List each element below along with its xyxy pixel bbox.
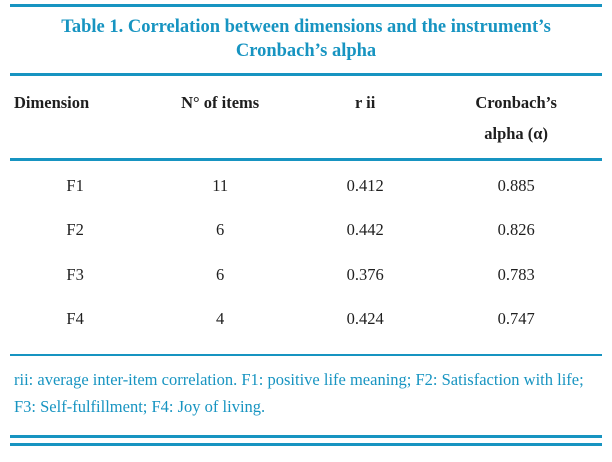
table-row: F2 6 0.442 0.826: [10, 208, 602, 253]
header-cronbach-alpha: Cronbach’s alpha (α): [430, 76, 602, 159]
cell-alpha: 0.783: [497, 264, 535, 284]
cell-alpha: 0.826: [497, 220, 535, 240]
table-body: F1 11 0.412 0.885 F2 6 0.442 0.826 F3 6 …: [10, 159, 602, 342]
table-header: Dimension N° of items r ii Cronbach’s al…: [10, 76, 602, 159]
table-1-figure: Table 1. Correlation between dimensions …: [10, 4, 602, 447]
cell-alpha: 0.747: [497, 309, 535, 329]
table-footnote: rii: average inter-item correlation. F1:…: [14, 370, 584, 416]
table-row: F1 11 0.412 0.885: [10, 159, 602, 208]
cell-n-items: 4: [216, 309, 225, 329]
cell-alpha: 0.885: [497, 175, 535, 195]
header-dimension: Dimension: [14, 92, 90, 112]
cell-dimension: F2: [66, 220, 84, 240]
cell-rii: 0.376: [346, 264, 384, 284]
table-title: Table 1. Correlation between dimensions …: [61, 17, 551, 62]
table-header-row: Dimension N° of items r ii Cronbach’s al…: [10, 76, 602, 159]
table-row: F4 4 0.424 0.747: [10, 297, 602, 342]
cell-n-items: 11: [212, 175, 229, 195]
cell-rii: 0.412: [346, 175, 384, 195]
cell-n-items: 6: [216, 220, 225, 240]
header-rii: r ii: [355, 92, 376, 112]
cell-rii: 0.442: [346, 220, 384, 240]
bottom-rule-2: [10, 443, 602, 447]
top-rule: [10, 4, 602, 7]
table-row: F3 6 0.376 0.783: [10, 253, 602, 298]
cell-dimension: F3: [66, 264, 84, 284]
cell-n-items: 6: [216, 264, 225, 284]
header-cronbach-alpha-label: Cronbach’s alpha (α): [475, 92, 557, 144]
bottom-rule-1: [10, 435, 602, 439]
cell-dimension: F1: [66, 175, 84, 195]
header-n-of-items: N° of items: [181, 92, 260, 112]
correlation-table: Dimension N° of items r ii Cronbach’s al…: [10, 76, 602, 342]
title-divider-rule: [10, 72, 602, 76]
cell-dimension: F4: [66, 309, 84, 329]
cell-rii: 0.424: [346, 309, 384, 329]
footnote-divider-rule: [10, 354, 602, 356]
